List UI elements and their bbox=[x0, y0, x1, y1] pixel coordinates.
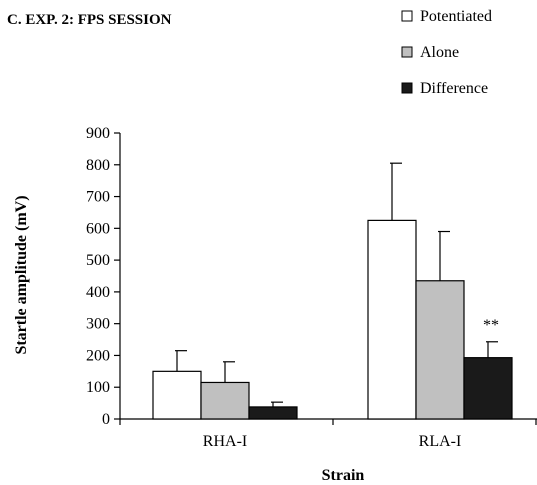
significance-marker: ** bbox=[483, 317, 499, 334]
bar-potentiated-rla-i bbox=[367, 219, 417, 420]
y-tick-label: 900 bbox=[86, 125, 110, 142]
y-tick-label: 200 bbox=[86, 347, 110, 364]
axes: 0 100 200 300 400 500 600 700 800 900 RHA-I RLA-I bbox=[86, 125, 537, 450]
y-tick-label: 300 bbox=[86, 316, 110, 333]
legend-swatch bbox=[401, 82, 413, 94]
legend-swatch bbox=[401, 10, 413, 22]
bars bbox=[152, 219, 513, 420]
legend-label: Potentiated bbox=[420, 8, 492, 25]
bar-difference-rla-i bbox=[463, 357, 513, 420]
y-tick-label: 400 bbox=[86, 284, 110, 301]
error-bars bbox=[175, 162, 498, 407]
bar-difference-rha-i bbox=[248, 406, 298, 420]
legend-label: Alone bbox=[420, 44, 459, 61]
x-tick-label: RLA-I bbox=[419, 433, 462, 450]
legend-label: Difference bbox=[420, 80, 488, 97]
bar-alone-rla-i bbox=[415, 280, 465, 420]
x-axis-title: Strain bbox=[322, 467, 365, 484]
y-tick-label: 600 bbox=[86, 220, 110, 237]
legend-swatch bbox=[401, 46, 413, 58]
annotations: ** bbox=[483, 317, 499, 334]
y-tick-label: 100 bbox=[86, 379, 110, 396]
bar-potentiated-rha-i bbox=[152, 370, 202, 420]
y-axis-title: Startle amplitude (mV) bbox=[13, 195, 30, 354]
y-tick-label: 800 bbox=[86, 157, 110, 174]
legend: Potentiated Alone Difference bbox=[401, 8, 492, 97]
bar-alone-rha-i bbox=[200, 381, 250, 420]
chart-title: C. EXP. 2: FPS SESSION bbox=[7, 12, 172, 28]
y-tick-label: 500 bbox=[86, 252, 110, 269]
y-tick-label: 700 bbox=[86, 189, 110, 206]
y-tick-label: 0 bbox=[102, 411, 110, 428]
x-tick-label: RHA-I bbox=[203, 433, 247, 450]
